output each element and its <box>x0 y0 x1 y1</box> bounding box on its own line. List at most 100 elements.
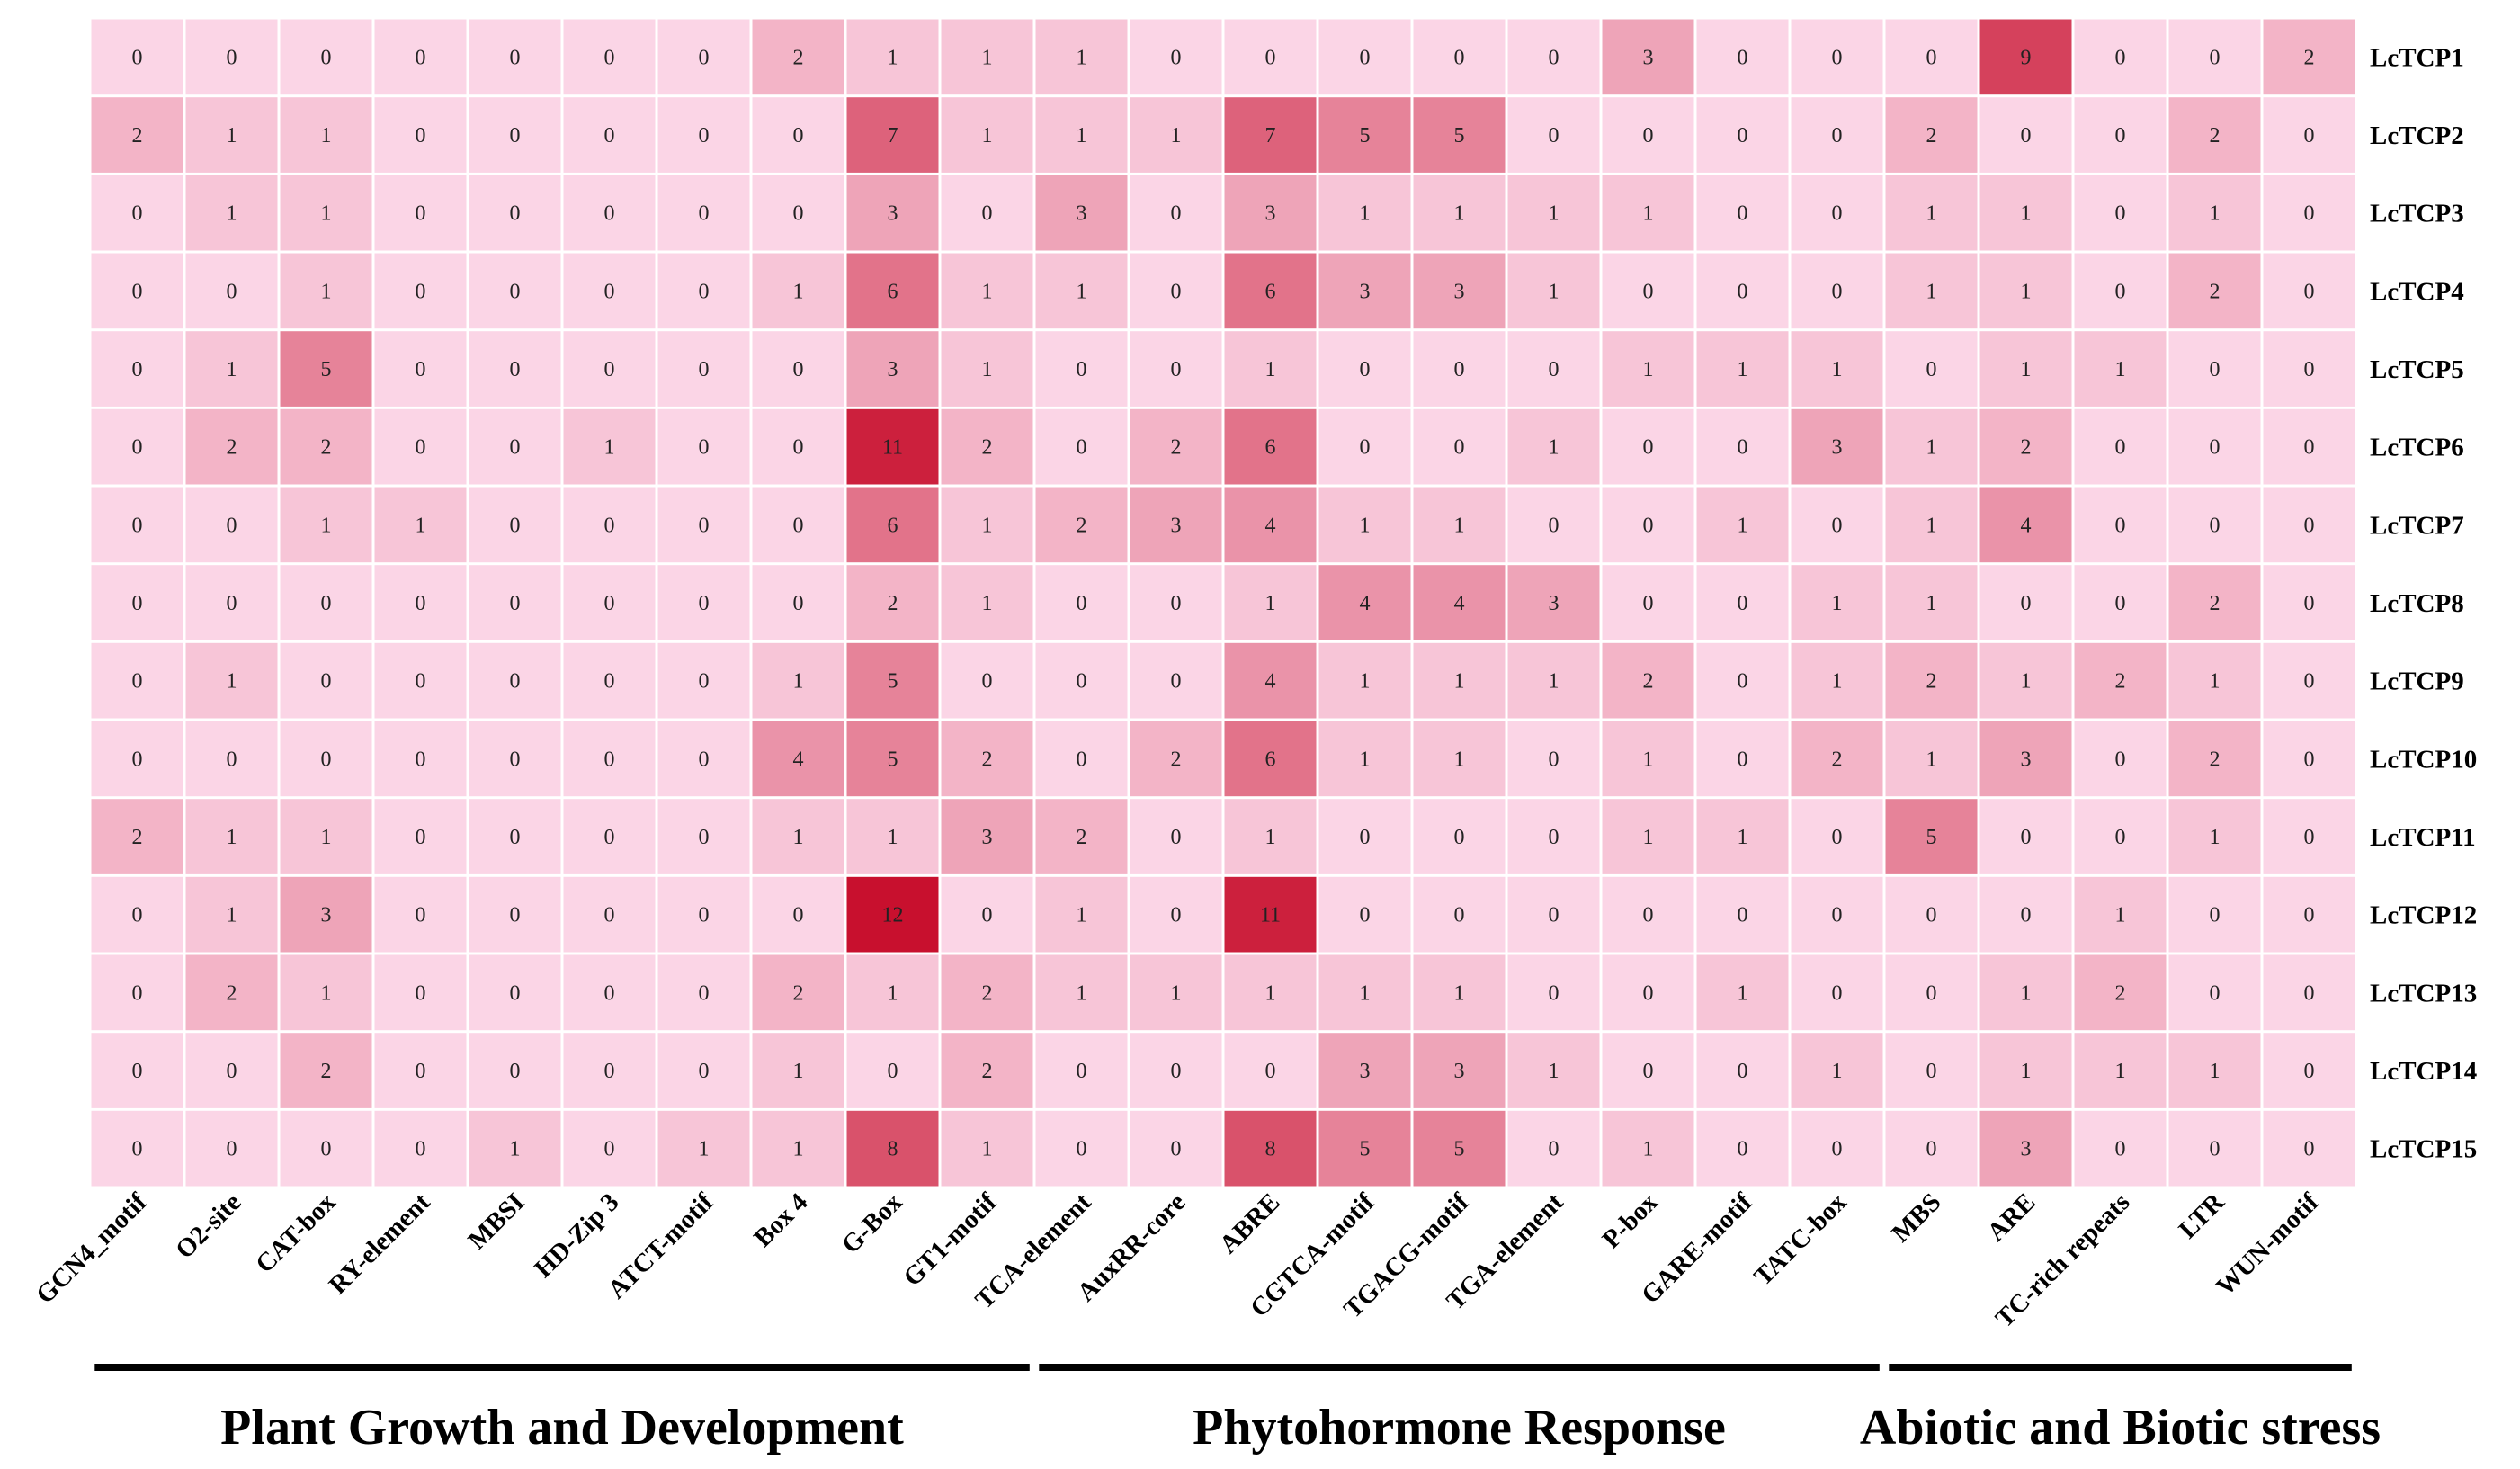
heatmap-cell <box>1413 799 1506 874</box>
cell-value-label: 0 <box>132 981 143 1005</box>
heatmap-cell <box>941 487 1033 563</box>
cell-value-label: 2 <box>1171 748 1182 771</box>
cell-value-label: 11 <box>882 436 903 460</box>
cell-value-label: 0 <box>510 280 521 303</box>
heatmap-cell <box>941 1110 1033 1187</box>
cell-value-label: 2 <box>2210 280 2221 303</box>
cell-value-label: 0 <box>2304 514 2315 537</box>
cell-value-label: 0 <box>1454 358 1465 381</box>
heatmap-cell <box>1224 799 1317 874</box>
heatmap-cell <box>1979 487 2072 563</box>
cell-value-label: 0 <box>1360 826 1371 849</box>
cell-value-label: 1 <box>2021 280 2032 303</box>
heatmap-cell <box>1979 1110 2072 1187</box>
cell-value-label: 2 <box>1171 436 1182 460</box>
cell-value-label: 1 <box>793 826 804 849</box>
heatmap-cell <box>1035 253 1128 329</box>
heatmap-cell <box>2168 487 2261 563</box>
heatmap-cell <box>1130 97 1222 173</box>
heatmap-cell <box>1224 721 1317 797</box>
cell-value-label: 0 <box>1738 670 1748 694</box>
heatmap-cell <box>657 487 750 563</box>
heatmap-cell <box>1318 954 1411 1031</box>
heatmap-cell <box>657 565 750 640</box>
cell-value-label: 1 <box>2115 358 2126 381</box>
cell-value-label: 2 <box>982 748 993 771</box>
heatmap-cell <box>2168 253 2261 329</box>
cell-value-label: 1 <box>2021 981 2032 1005</box>
heatmap-cell <box>1602 331 1694 407</box>
cell-value-label: 0 <box>2115 46 2126 69</box>
heatmap-cell <box>2263 487 2355 563</box>
cell-value-label: 1 <box>1265 826 1276 849</box>
cell-value-label: 0 <box>416 592 426 615</box>
cell-value-label: 0 <box>1171 1060 1182 1083</box>
heatmap-cell <box>2074 487 2167 563</box>
cell-value-label: 0 <box>1643 904 1654 927</box>
heatmap-cell <box>1413 408 1506 485</box>
cell-value-label: 0 <box>699 46 710 69</box>
row-label: LcTCP7 <box>2370 511 2464 540</box>
heatmap-cell <box>1130 331 1222 407</box>
cell-value-label: 3 <box>1171 514 1182 537</box>
heatmap-cell <box>2263 97 2355 173</box>
cell-value-label: 0 <box>1738 748 1748 771</box>
cell-value-label: 1 <box>321 981 332 1005</box>
cell-value-label: 0 <box>2304 826 2315 849</box>
heatmap-cell <box>846 331 939 407</box>
heatmap-cell <box>1224 1110 1317 1187</box>
cell-value-label: 5 <box>1360 124 1371 148</box>
heatmap-cell <box>1130 876 1222 953</box>
cell-value-label: 0 <box>1643 280 1654 303</box>
heatmap-cell <box>1413 97 1506 173</box>
cell-value-label: 0 <box>2210 1138 2221 1161</box>
cell-value-label: 0 <box>2115 592 2126 615</box>
heatmap-cell <box>2263 954 2355 1031</box>
cell-value-label: 1 <box>793 280 804 303</box>
heatmap-cell <box>1318 253 1411 329</box>
cell-value-label: 0 <box>510 1060 521 1083</box>
heatmap-cell <box>374 721 467 797</box>
heatmap-cell <box>752 1110 844 1187</box>
heatmap-cell <box>563 175 656 251</box>
cell-value-label: 0 <box>2021 904 2032 927</box>
heatmap-cell <box>1130 799 1222 874</box>
cell-value-label: 0 <box>416 981 426 1005</box>
heatmap-cell <box>1979 19 2072 95</box>
heatmap-cell <box>941 408 1033 485</box>
heatmap-cell <box>1791 799 1883 874</box>
cell-value-label: 1 <box>1360 202 1371 226</box>
cell-value-label: 1 <box>1926 514 1937 537</box>
heatmap-cell <box>1130 1033 1222 1108</box>
cell-value-label: 4 <box>2021 514 2032 537</box>
row-label: LcTCP5 <box>2370 355 2464 384</box>
heatmap-cell <box>563 876 656 953</box>
heatmap-cell <box>1885 1033 1978 1108</box>
row-label: LcTCP12 <box>2370 901 2477 930</box>
cell-value-label: 1 <box>321 514 332 537</box>
cell-value-label: 0 <box>793 592 804 615</box>
column-label: Box 4 <box>748 1187 813 1252</box>
cell-value-label: 0 <box>2115 436 2126 460</box>
heatmap-cell <box>1413 1110 1506 1187</box>
heatmap-cell <box>1791 487 1883 563</box>
heatmap-cell <box>469 408 561 485</box>
cell-value-label: 1 <box>982 592 993 615</box>
cell-value-label: 1 <box>982 124 993 148</box>
heatmap-cell <box>846 408 939 485</box>
cell-value-label: 0 <box>1077 670 1087 694</box>
cell-value-label: 0 <box>1549 748 1559 771</box>
cell-value-label: 0 <box>1832 202 1843 226</box>
cell-value-label: 1 <box>321 280 332 303</box>
heatmap-cell <box>1696 487 1789 563</box>
cell-value-label: 1 <box>982 514 993 537</box>
cell-value-label: 1 <box>1738 514 1748 537</box>
cell-value-label: 4 <box>1360 592 1371 615</box>
heatmap-cell <box>1979 799 2072 874</box>
heatmap-cell <box>185 721 278 797</box>
heatmap-cell <box>1318 565 1411 640</box>
heatmap-cell <box>469 1110 561 1187</box>
cell-value-label: 0 <box>1926 358 1937 381</box>
heatmap-cell <box>280 954 372 1031</box>
cell-value-label: 0 <box>1738 1060 1748 1083</box>
